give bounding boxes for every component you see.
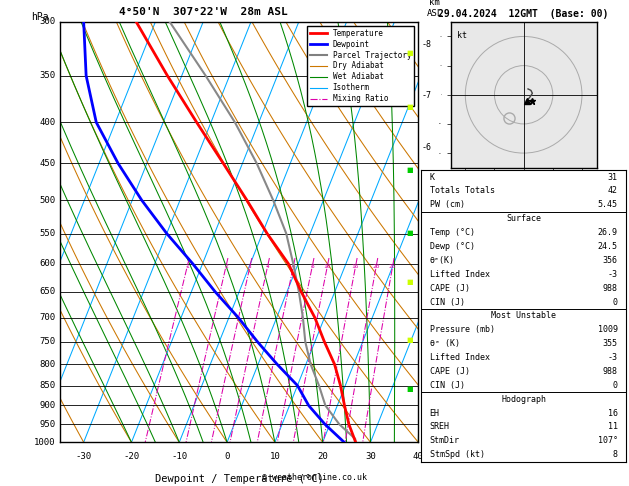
Text: -2: -2 [421, 360, 431, 369]
Text: 300: 300 [40, 17, 55, 26]
Text: CAPE (J): CAPE (J) [430, 284, 470, 293]
Text: -20: -20 [123, 451, 140, 461]
Text: Dewpoint / Temperature (°C): Dewpoint / Temperature (°C) [155, 474, 323, 484]
Text: 40: 40 [413, 451, 424, 461]
Text: 11: 11 [608, 422, 618, 432]
Text: 42: 42 [608, 187, 618, 195]
Text: 0: 0 [613, 381, 618, 390]
Text: Surface: Surface [506, 214, 541, 223]
Text: 5.45: 5.45 [598, 200, 618, 209]
Text: ■: ■ [407, 337, 413, 343]
Text: -5: -5 [421, 196, 431, 205]
Text: -4: -4 [421, 260, 431, 268]
Text: Most Unstable: Most Unstable [491, 312, 556, 320]
Text: 1009: 1009 [598, 325, 618, 334]
Text: 16: 16 [608, 409, 618, 417]
Text: 988: 988 [603, 367, 618, 376]
Text: SREH: SREH [430, 422, 450, 432]
Text: StmSpd (kt): StmSpd (kt) [430, 450, 484, 459]
Text: ■: ■ [407, 279, 413, 285]
Text: 10: 10 [269, 451, 281, 461]
Text: EH: EH [430, 409, 440, 417]
Text: -6: -6 [421, 143, 431, 152]
Text: kt: kt [457, 31, 467, 40]
Text: 30: 30 [365, 451, 376, 461]
Text: 1000: 1000 [34, 438, 55, 447]
Text: K: K [430, 173, 435, 182]
Text: 850: 850 [40, 381, 55, 390]
Text: © weatheronline.co.uk: © weatheronline.co.uk [262, 473, 367, 482]
Text: 20: 20 [372, 264, 380, 269]
Text: 600: 600 [40, 260, 55, 268]
Text: -10: -10 [171, 451, 187, 461]
Text: 15: 15 [352, 264, 359, 269]
Text: Totals Totals: Totals Totals [430, 187, 494, 195]
Text: 450: 450 [40, 159, 55, 168]
Text: -30: -30 [75, 451, 92, 461]
Text: 500: 500 [40, 196, 55, 205]
Text: LCL: LCL [421, 434, 436, 443]
Text: ■: ■ [407, 167, 413, 173]
Text: CAPE (J): CAPE (J) [430, 367, 470, 376]
Text: Pressure (mb): Pressure (mb) [430, 325, 494, 334]
Text: -3: -3 [608, 270, 618, 279]
Text: 26.9: 26.9 [598, 228, 618, 237]
Text: -3: -3 [421, 313, 431, 322]
Text: 1: 1 [186, 264, 189, 269]
Text: 4°50'N  307°22'W  28m ASL: 4°50'N 307°22'W 28m ASL [119, 7, 287, 17]
Text: -1: -1 [421, 401, 431, 410]
Text: 0: 0 [613, 297, 618, 307]
Text: 20: 20 [317, 451, 328, 461]
Text: Lifted Index: Lifted Index [430, 353, 489, 362]
Text: -7: -7 [421, 90, 431, 100]
Text: 25: 25 [389, 264, 396, 269]
Text: 3: 3 [248, 264, 252, 269]
Text: θᵉ(K): θᵉ(K) [430, 256, 455, 265]
Text: ■: ■ [407, 386, 413, 392]
Text: 400: 400 [40, 118, 55, 127]
Text: 800: 800 [40, 360, 55, 369]
Text: 8: 8 [613, 450, 618, 459]
Text: CIN (J): CIN (J) [430, 297, 465, 307]
Text: CIN (J): CIN (J) [430, 381, 465, 390]
Text: PW (cm): PW (cm) [430, 200, 465, 209]
Text: 650: 650 [40, 287, 55, 296]
Text: θᵉ (K): θᵉ (K) [430, 339, 460, 348]
Text: -8: -8 [421, 40, 431, 49]
Text: 8: 8 [310, 264, 314, 269]
Text: hPa: hPa [31, 12, 49, 22]
Text: 355: 355 [603, 339, 618, 348]
Text: Lifted Index: Lifted Index [430, 270, 489, 279]
Text: Dewp (°C): Dewp (°C) [430, 242, 475, 251]
Text: 356: 356 [603, 256, 618, 265]
Text: 24.5: 24.5 [598, 242, 618, 251]
Text: 29.04.2024  12GMT  (Base: 00): 29.04.2024 12GMT (Base: 00) [438, 9, 609, 19]
Text: 750: 750 [40, 337, 55, 347]
Text: 950: 950 [40, 420, 55, 429]
Text: 107°: 107° [598, 436, 618, 445]
Text: Hodograph: Hodograph [501, 395, 546, 404]
Text: 350: 350 [40, 71, 55, 80]
Text: ■: ■ [407, 51, 413, 56]
Text: ■: ■ [407, 230, 413, 236]
Text: ■: ■ [407, 104, 413, 110]
Text: 6: 6 [291, 264, 295, 269]
Legend: Temperature, Dewpoint, Parcel Trajectory, Dry Adiabat, Wet Adiabat, Isotherm, Mi: Temperature, Dewpoint, Parcel Trajectory… [307, 26, 415, 106]
Text: StmDir: StmDir [430, 436, 460, 445]
Text: km
ASL: km ASL [426, 0, 442, 17]
Text: 10: 10 [323, 264, 331, 269]
Text: 900: 900 [40, 401, 55, 410]
Text: 31: 31 [608, 173, 618, 182]
Text: 4: 4 [265, 264, 269, 269]
Text: 0: 0 [225, 451, 230, 461]
Text: Temp (°C): Temp (°C) [430, 228, 475, 237]
Text: -3: -3 [608, 353, 618, 362]
Text: 2: 2 [224, 264, 228, 269]
Text: 988: 988 [603, 284, 618, 293]
Text: 550: 550 [40, 229, 55, 238]
Text: 700: 700 [40, 313, 55, 322]
